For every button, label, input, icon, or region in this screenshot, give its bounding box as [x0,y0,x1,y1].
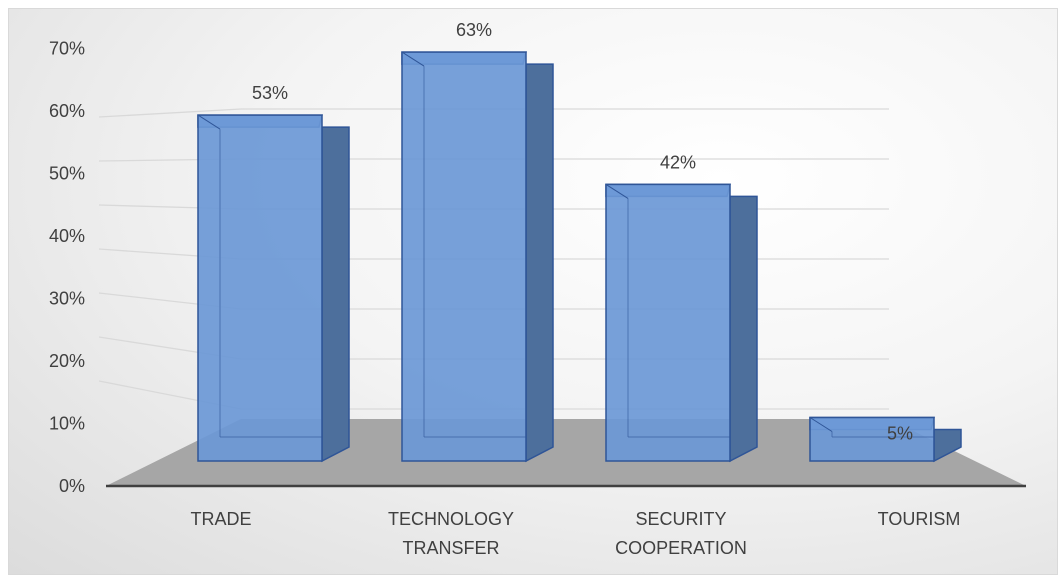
bars [197,51,962,463]
x-tick-label: SECURITY [635,509,726,529]
bar-side-face [729,195,758,463]
bar [197,114,350,463]
chart-area: 0% 10% 20% 30% 40% 50% 60% 70% 53% 63% 42% 5% TRAD… [8,8,1058,575]
data-label: 63% [456,20,492,40]
x-tick-label: TRANSFER [402,538,499,558]
bar-front-face [605,183,731,462]
y-tick-label: 60% [49,101,85,121]
y-tick-label: 70% [49,39,85,59]
bar-front-face [809,416,935,462]
bar-edge [401,51,425,67]
x-tick-label: TOURISM [878,509,961,529]
x-axis: TRADE TECHNOLOGY TRANSFER SECURITY COOPERATI… [190,509,960,558]
x-tick-label: TRADE [190,509,251,529]
y-tick-label: 30% [49,289,85,309]
bar [605,183,758,463]
gridline-side [98,108,242,118]
bar-edge [605,183,629,199]
y-tick-label: 0% [59,476,85,496]
y-tick-label: 10% [49,414,85,434]
y-tick-label: 20% [49,351,85,371]
y-tick-label: 50% [49,164,85,184]
bar-edge [197,114,221,130]
bar [401,51,554,463]
x-tick-label: TECHNOLOGY [388,509,514,529]
bar-front-face [401,51,527,462]
y-tick-label: 40% [49,226,85,246]
data-label: 42% [660,152,696,172]
bar [809,416,962,463]
bar-front-face [197,114,323,462]
bar-side-face [321,126,350,463]
data-labels: 53% 63% 42% 5% [252,20,913,443]
bar-side-face [525,63,554,463]
x-tick-label: COOPERATION [615,538,747,558]
data-label: 5% [887,424,913,444]
bar-chart: 0% 10% 20% 30% 40% 50% 60% 70% 53% 63% 42% 5% TRAD… [49,20,1026,558]
y-axis: 0% 10% 20% 30% 40% 50% 60% 70% [49,39,85,497]
data-label: 53% [252,83,288,103]
bar-edge [809,417,833,432]
